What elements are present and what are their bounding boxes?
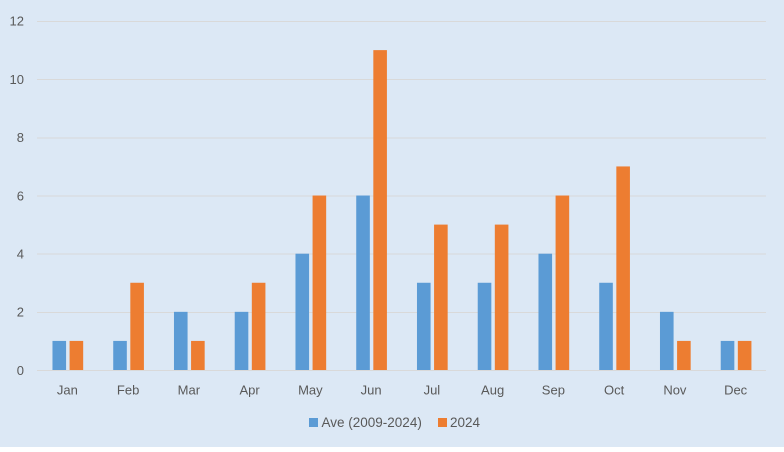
svg-text:Mar: Mar: [178, 383, 201, 398]
svg-text:Apr: Apr: [240, 383, 261, 398]
svg-text:0: 0: [17, 363, 24, 378]
svg-text:Jul: Jul: [424, 383, 441, 398]
svg-text:10: 10: [10, 72, 24, 87]
svg-text:Jan: Jan: [57, 383, 78, 398]
svg-text:Sep: Sep: [542, 383, 565, 398]
svg-text:Jun: Jun: [361, 383, 382, 398]
svg-text:Nov: Nov: [663, 383, 687, 398]
svg-text:6: 6: [17, 188, 24, 203]
svg-text:May: May: [298, 383, 323, 398]
svg-text:Oct: Oct: [604, 383, 625, 398]
svg-text:2024: 2024: [450, 415, 481, 430]
svg-text:8: 8: [17, 130, 24, 145]
svg-text:Dec: Dec: [724, 383, 748, 398]
svg-text:2: 2: [17, 305, 24, 320]
svg-text:Ave (2009-2024): Ave (2009-2024): [322, 415, 422, 430]
svg-text:12: 12: [10, 14, 24, 29]
svg-text:Aug: Aug: [481, 383, 504, 398]
svg-text:4: 4: [17, 246, 24, 261]
svg-text:Feb: Feb: [117, 383, 139, 398]
